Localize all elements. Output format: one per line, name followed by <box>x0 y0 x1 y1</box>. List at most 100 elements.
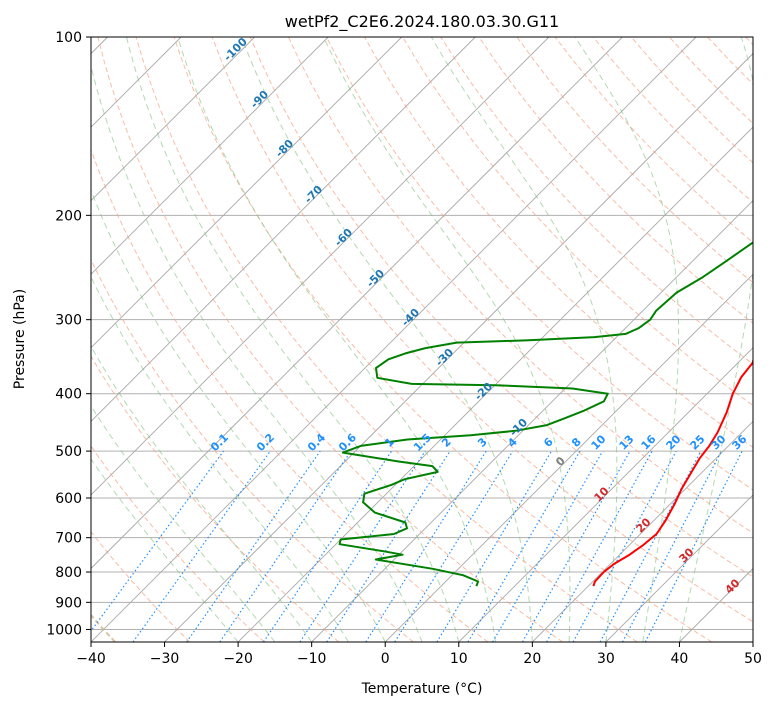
x-axis-label: Temperature (°C) <box>361 681 483 697</box>
x-tick-label: 0 <box>381 651 390 667</box>
isotherm-line <box>91 37 550 496</box>
y-tick-label: 100 <box>55 30 82 46</box>
isotherm-line <box>605 494 753 642</box>
x-tick-label: −20 <box>223 651 253 667</box>
mixing-ratio-label: 8 <box>569 435 584 450</box>
moist-adiabat-line <box>91 458 239 642</box>
y-tick-label: 1000 <box>46 622 82 638</box>
y-tick-label: 700 <box>55 531 82 547</box>
moist-adiabat-label: 30 <box>677 545 697 565</box>
mixing-ratio-line <box>394 450 514 642</box>
y-tick-label: 500 <box>55 444 82 460</box>
dry-adiabat-line <box>211 37 753 623</box>
dry-adiabat-label: -20 <box>472 380 495 403</box>
x-tick-label: 50 <box>744 651 762 667</box>
dry-adiabat-line <box>91 148 489 642</box>
plot-area: 0.1 0.2 0.4 0.6 1 1.5 2 3 4 6 8 10 13 16 20 25 30 36-100-… <box>91 35 753 642</box>
dry-adiabat-label: -90 <box>248 88 271 111</box>
moist-adiabat-label: 40 <box>723 576 743 596</box>
y-axis: 100 200 300 400 500 600 700 800 900 1000 <box>46 30 91 638</box>
mixing-ratio-label: 6 <box>541 435 556 450</box>
mixing-ratio-line <box>521 450 631 642</box>
dry-adiabat-line <box>554 37 753 244</box>
dry-adiabat-line <box>97 37 563 642</box>
moist-adiabat-line <box>91 188 386 642</box>
x-tick-label: 40 <box>671 651 689 667</box>
isotherm-line <box>91 37 329 275</box>
dry-adiabat-label: -100 <box>221 35 250 64</box>
mixing-ratio-line <box>186 450 321 642</box>
mixing-ratio-line <box>436 450 552 642</box>
moist-adiabat-line <box>91 405 276 642</box>
mixing-ratio-label: 16 <box>639 432 659 452</box>
mixing-ratio-label: 3 <box>475 435 490 450</box>
isotherm-line <box>91 37 623 570</box>
mixing-ratio-label: 0.2 <box>254 431 277 454</box>
mixing-ratio-line <box>219 450 352 642</box>
moist-adiabat-line <box>91 345 313 642</box>
x-tick-label: −40 <box>76 651 106 667</box>
x-axis: −40 −30 −20 −10 0 10 20 30 40 50 <box>76 642 762 667</box>
mixing-ratio-line <box>467 450 581 642</box>
dewpoint-line <box>338 241 753 587</box>
isotherm-line <box>532 420 753 642</box>
profiles <box>338 241 753 587</box>
y-tick-label: 900 <box>55 595 82 611</box>
mixing-ratio-line <box>326 450 451 642</box>
isotherm-line <box>91 37 255 202</box>
isotherm-line <box>752 641 753 642</box>
dry-adiabat-line <box>91 258 414 642</box>
dry-adiabat-line <box>364 37 753 449</box>
x-tick-label: 10 <box>450 651 468 667</box>
moist-adiabat-line <box>126 37 460 642</box>
dry-adiabat-label: -60 <box>332 226 355 249</box>
x-tick-label: 20 <box>523 651 541 667</box>
dry-adiabat-line <box>173 37 713 642</box>
y-tick-label: 400 <box>55 387 82 403</box>
dry-adiabat-label: -80 <box>273 137 296 160</box>
isotherm-line <box>237 126 753 642</box>
temperature-line <box>592 357 753 587</box>
mixing-ratio-label: 0.1 <box>208 431 231 454</box>
moist-adiabat-line <box>177 37 497 642</box>
mixing-ratio-label: 13 <box>617 433 637 453</box>
dry-adiabat-line <box>745 37 753 46</box>
x-tick-label: −30 <box>150 651 180 667</box>
isotherm-line <box>679 567 753 642</box>
mixing-ratio-lines <box>91 450 743 642</box>
mixing-ratio-label: 20 <box>664 432 684 452</box>
mixing-ratio-label: 36 <box>730 432 750 452</box>
moist-adiabat-line <box>574 37 680 642</box>
mixing-ratio-label: 25 <box>688 433 708 453</box>
dry-adiabat-line <box>326 37 753 491</box>
dry-adiabat-label: -70 <box>302 183 325 206</box>
dry-adiabat-line <box>478 37 753 324</box>
mixing-ratio-line <box>572 450 677 642</box>
isotherm-line <box>91 37 697 642</box>
isotherm-line <box>91 37 403 349</box>
plot-frame <box>90 36 754 643</box>
chart-title: wetPf2_C2E6.2024.180.03.30.G11 <box>285 12 559 32</box>
moist-adiabat-line <box>91 275 349 642</box>
isotherm-line <box>164 52 753 642</box>
dry-adiabat-line <box>91 355 340 642</box>
moist-adiabat-line <box>430 37 618 642</box>
dry-adiabat-line <box>91 445 265 642</box>
y-axis-label: Pressure (hPa) <box>12 289 28 389</box>
dry-adiabat-line <box>402 37 753 407</box>
moist-adiabat-label: 10 <box>592 484 612 504</box>
dry-adiabat-line <box>440 37 753 365</box>
moist-adiabat-label: 20 <box>634 515 654 535</box>
mixing-ratio-line <box>644 450 743 642</box>
mixing-ratio-label: 1 <box>382 435 397 450</box>
dry-adiabat-label: -30 <box>433 346 456 369</box>
isotherm-line <box>91 37 476 422</box>
mixing-ratio-line <box>546 450 653 642</box>
x-tick-label: 30 <box>597 651 615 667</box>
y-tick-label: 200 <box>55 208 82 224</box>
dry-adiabats <box>91 37 753 642</box>
mixing-ratio-label: 30 <box>709 432 729 452</box>
isotherm-line <box>458 347 753 642</box>
moist-adiabat-line <box>91 64 423 642</box>
y-tick-label: 800 <box>55 565 82 581</box>
